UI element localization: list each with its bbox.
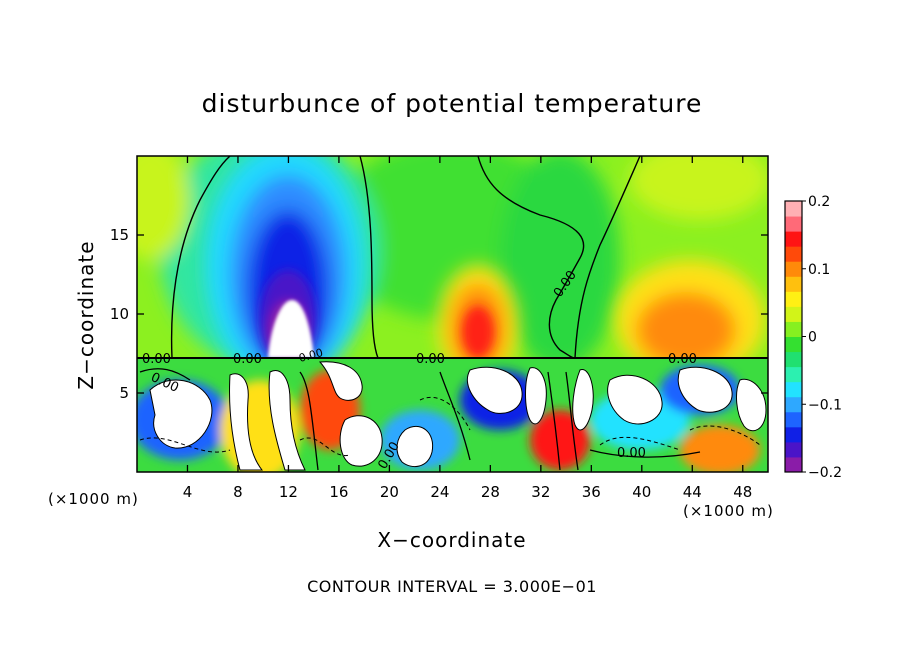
contour-label: 0.00 [142, 352, 171, 367]
contour-label: 0.00 [416, 352, 445, 367]
contour-label: 0.00 [297, 346, 324, 365]
colorbar-tick-label: 0.1 [808, 262, 830, 278]
colorbar-swatch [785, 426, 802, 443]
colorbar-swatch [785, 321, 802, 337]
colorbar-tick-label: −0.2 [808, 465, 842, 481]
x-tick-label: 12 [279, 483, 298, 501]
colorbar-swatch [785, 246, 802, 262]
colorbar-swatch [785, 381, 802, 398]
colorbar-swatch [785, 306, 802, 322]
x-tick-label: 16 [329, 483, 348, 501]
x-tick-label: 20 [380, 483, 399, 501]
x-axis: 4 8 12 16 20 24 28 32 36 40 44 48 [183, 156, 752, 501]
colorbar-tick-label: 0 [808, 330, 817, 346]
colorbar-tick-label: 0.2 [808, 194, 830, 210]
colorbar-swatch [785, 351, 802, 368]
x-axis-label: X−coordinate [377, 528, 526, 552]
contour-label: 0.00 [668, 352, 697, 367]
x-tick-label: 24 [430, 483, 449, 501]
x-tick-label: 44 [683, 483, 702, 501]
y-tick-label: 5 [119, 384, 129, 402]
colorbar-swatch [785, 231, 802, 247]
colorbar-tick-label: −0.1 [808, 397, 842, 413]
colorbar-swatch [785, 291, 802, 307]
colorbar-swatch [785, 261, 802, 277]
x-unit-label-right: (×1000 m) [683, 502, 774, 520]
y-axis-label: Z−coordinate [74, 240, 98, 389]
upper-field [137, 156, 768, 358]
x-tick-label: 8 [233, 483, 243, 501]
colorbar-swatch [785, 396, 802, 413]
colorbar-swatch [785, 411, 802, 428]
colorbar-swatch [785, 366, 802, 383]
x-tick-label: 32 [531, 483, 550, 501]
x-tick-label: 4 [183, 483, 193, 501]
colorbar-swatch [785, 201, 802, 217]
colorbar-swatch [785, 441, 802, 458]
x-tick-label: 28 [481, 483, 500, 501]
colorbar-swatch [785, 336, 802, 353]
x-tick-label: 48 [733, 483, 752, 501]
chart-title: disturbunce of potential temperature [202, 89, 703, 118]
colorbar-swatch [785, 276, 802, 292]
contour-label: 0.00 [233, 352, 262, 367]
contour-interval-note: CONTOUR INTERVAL = 3.000E−01 [307, 577, 597, 596]
y-tick-label: 10 [110, 305, 129, 323]
colorbar: 0.2 0.1 0 −0.1 −0.2 [784, 194, 842, 481]
colorbar-swatch [785, 456, 802, 473]
y-axis: 5 10 15 [110, 226, 768, 402]
x-unit-label-left: (×1000 m) [48, 490, 139, 508]
lower-field [137, 358, 768, 472]
colorbar-swatch [785, 216, 802, 232]
x-tick-label: 40 [632, 483, 651, 501]
y-tick-label: 15 [110, 226, 129, 244]
contour-label: 0.00 [617, 446, 646, 461]
x-tick-label: 36 [582, 483, 601, 501]
